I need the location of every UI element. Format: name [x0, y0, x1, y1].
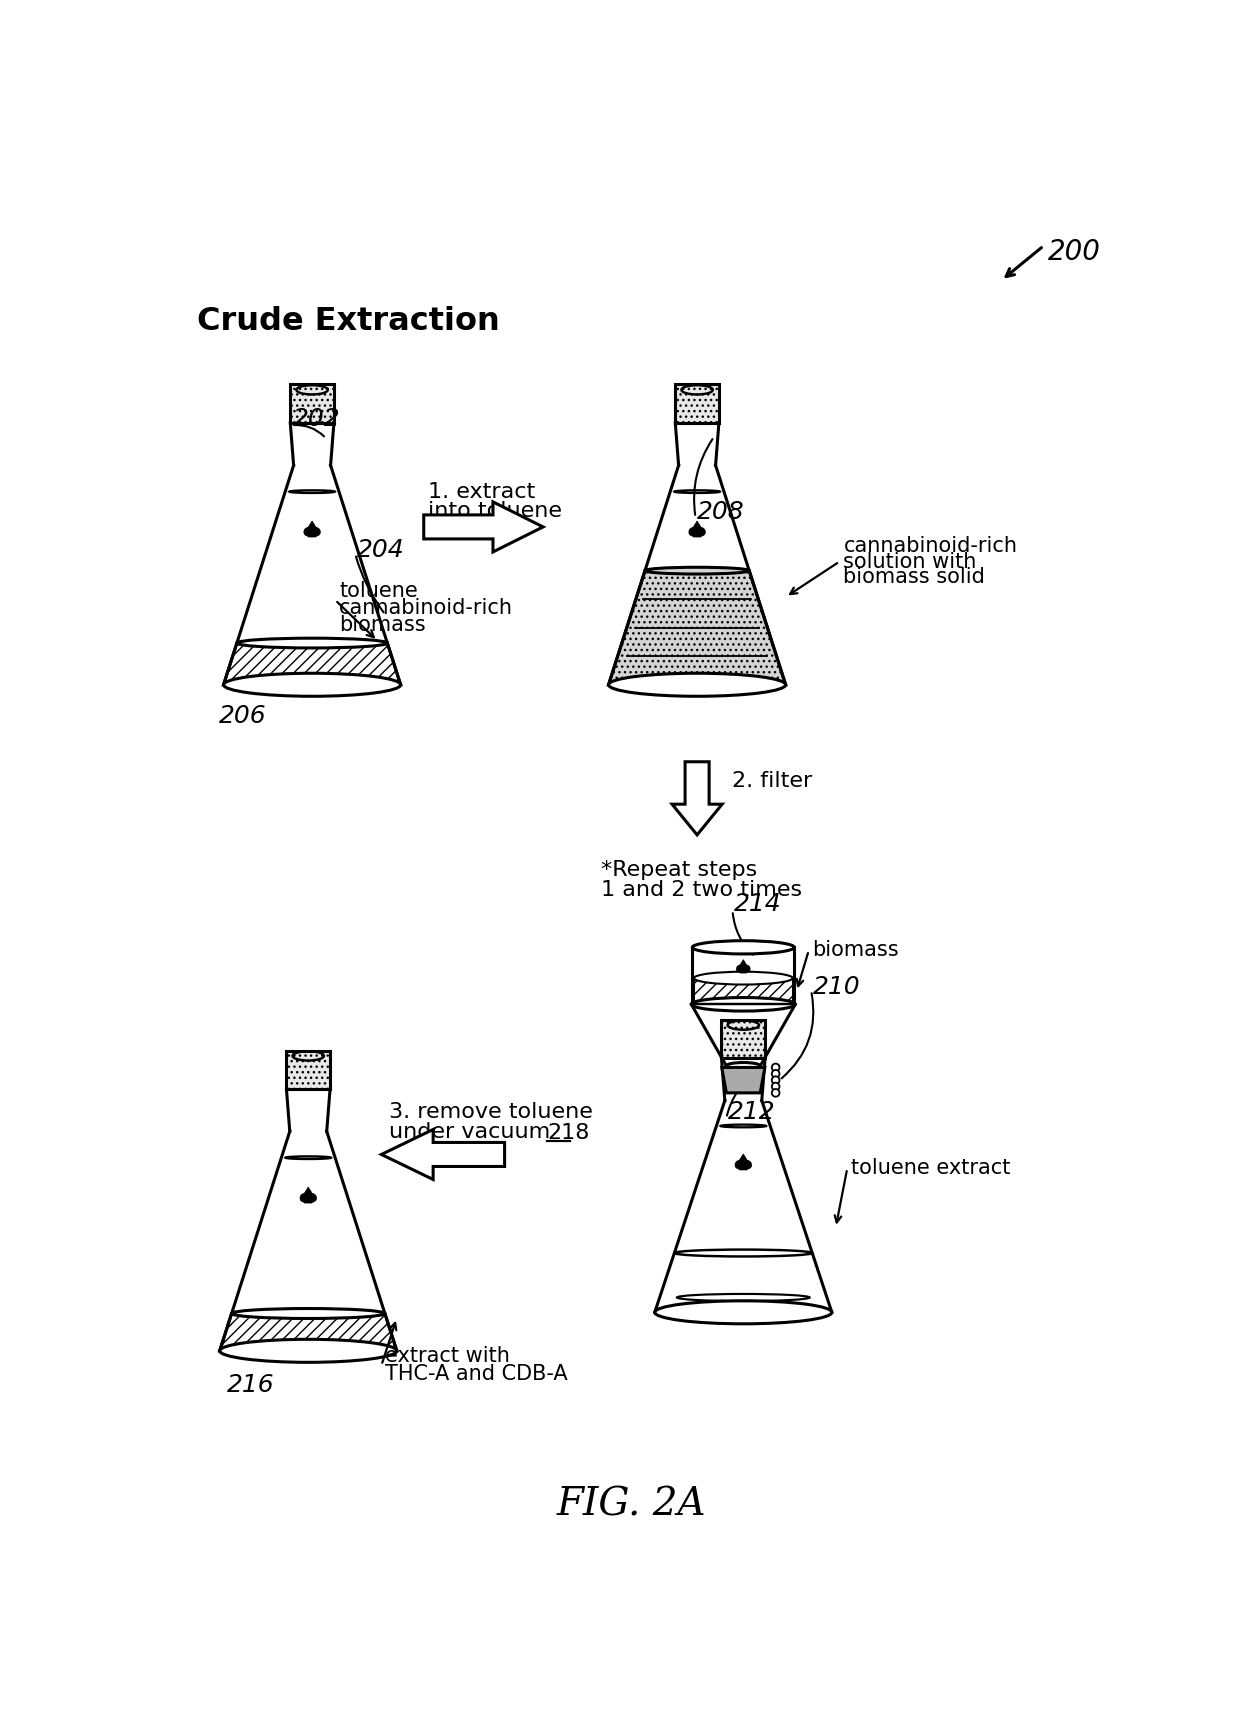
Polygon shape	[722, 1068, 765, 1092]
Circle shape	[771, 1070, 780, 1078]
Text: 200: 200	[1048, 238, 1100, 266]
Text: 204: 204	[357, 537, 404, 562]
Polygon shape	[309, 534, 316, 537]
Text: 216: 216	[227, 1374, 274, 1398]
Text: 206: 206	[219, 703, 267, 727]
Ellipse shape	[223, 674, 401, 696]
Text: 214: 214	[734, 892, 781, 916]
Circle shape	[735, 1161, 744, 1170]
Circle shape	[771, 1064, 780, 1071]
Circle shape	[771, 1083, 780, 1090]
Circle shape	[311, 527, 320, 536]
Text: *Repeat steps: *Repeat steps	[601, 859, 758, 880]
Ellipse shape	[237, 638, 387, 648]
Polygon shape	[693, 534, 701, 537]
Text: biomass: biomass	[339, 615, 425, 634]
Text: 202: 202	[293, 408, 341, 430]
Circle shape	[300, 1194, 309, 1203]
Text: Crude Extraction: Crude Extraction	[197, 306, 500, 337]
Polygon shape	[676, 384, 719, 423]
Polygon shape	[223, 643, 401, 684]
Text: 210: 210	[812, 975, 861, 999]
Ellipse shape	[219, 1339, 397, 1362]
Ellipse shape	[655, 1301, 832, 1324]
Ellipse shape	[645, 567, 749, 574]
Text: cannabinoid-rich: cannabinoid-rich	[843, 536, 1017, 556]
Polygon shape	[609, 570, 786, 684]
Polygon shape	[290, 384, 334, 423]
Polygon shape	[689, 520, 706, 534]
Ellipse shape	[694, 971, 792, 985]
Circle shape	[304, 527, 312, 536]
Text: extract with: extract with	[386, 1346, 510, 1367]
Circle shape	[771, 1089, 780, 1097]
Text: biomass solid: biomass solid	[843, 567, 986, 588]
Text: solution with: solution with	[843, 551, 977, 572]
Polygon shape	[739, 1168, 748, 1170]
Polygon shape	[382, 1130, 505, 1180]
Ellipse shape	[692, 997, 795, 1011]
Text: cannabinoid-rich: cannabinoid-rich	[339, 598, 513, 619]
Circle shape	[697, 527, 706, 536]
Polygon shape	[735, 1154, 751, 1166]
Text: under vacuum: under vacuum	[389, 1121, 551, 1142]
Text: toluene: toluene	[339, 581, 418, 601]
Text: 218: 218	[547, 1123, 589, 1142]
Ellipse shape	[692, 940, 795, 954]
Ellipse shape	[232, 1308, 384, 1318]
Text: 2. filter: 2. filter	[732, 771, 812, 791]
Polygon shape	[694, 978, 792, 1004]
Polygon shape	[304, 1201, 312, 1203]
Text: 1. extract: 1. extract	[428, 482, 534, 503]
Polygon shape	[424, 501, 543, 551]
Polygon shape	[219, 1313, 397, 1351]
Circle shape	[771, 1077, 780, 1083]
Text: FIG. 2A: FIG. 2A	[557, 1486, 707, 1524]
Text: 212: 212	[728, 1101, 775, 1125]
Text: 3. remove toluene: 3. remove toluene	[389, 1102, 593, 1121]
Text: toluene extract: toluene extract	[851, 1158, 1011, 1178]
Polygon shape	[300, 1187, 316, 1199]
Text: THC-A and CDB-A: THC-A and CDB-A	[386, 1363, 568, 1384]
Polygon shape	[672, 762, 722, 835]
Text: 208: 208	[697, 499, 745, 524]
Polygon shape	[286, 1051, 330, 1089]
Ellipse shape	[727, 1063, 760, 1070]
Circle shape	[308, 1194, 316, 1203]
Text: into toluene: into toluene	[428, 501, 562, 520]
Polygon shape	[737, 959, 750, 971]
Polygon shape	[722, 1020, 765, 1058]
Text: 1 and 2 two times: 1 and 2 two times	[601, 880, 802, 900]
Circle shape	[743, 964, 750, 973]
Circle shape	[689, 527, 698, 536]
Text: biomass: biomass	[812, 940, 899, 961]
Ellipse shape	[609, 674, 786, 696]
Circle shape	[737, 964, 744, 973]
Polygon shape	[304, 520, 320, 534]
Circle shape	[743, 1161, 751, 1170]
